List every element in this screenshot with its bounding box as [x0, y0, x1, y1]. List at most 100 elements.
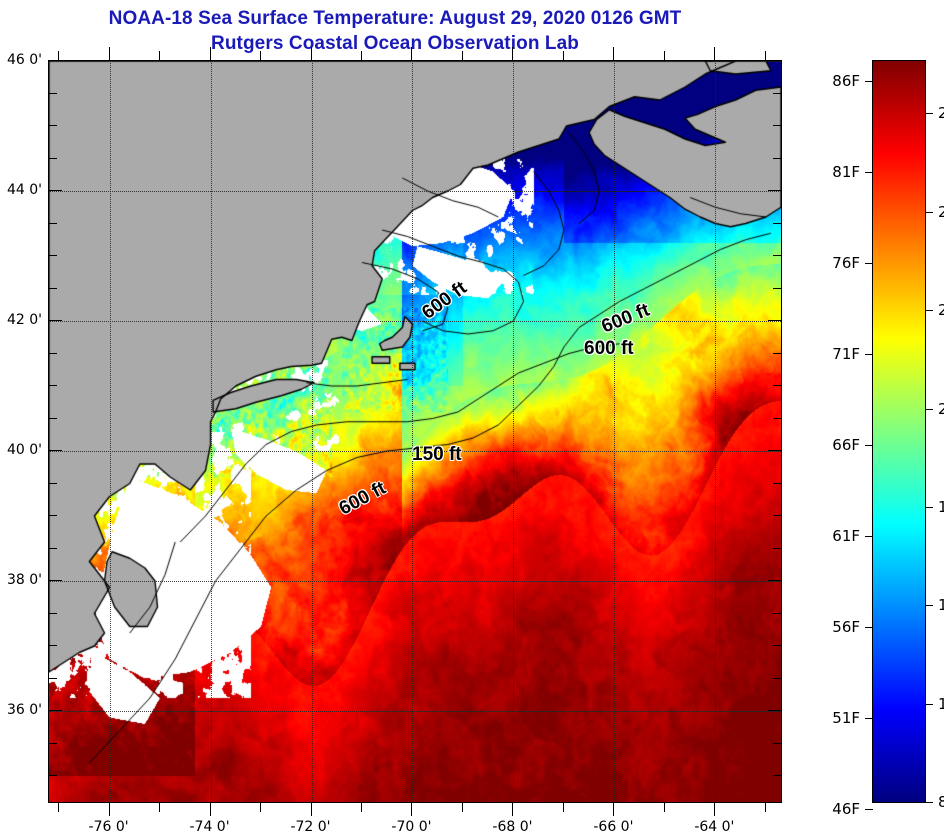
sst-map[interactable]: 600 ft 600 ft 600 ft 150 ft 600 ft: [48, 60, 782, 803]
tick-y-right: [773, 222, 782, 224]
tick-x-bottom: [613, 803, 615, 816]
tick-y-right: [768, 190, 782, 191]
tick-y-right: [773, 157, 782, 159]
tick-y-left: [48, 482, 57, 484]
tick-y-left: [48, 710, 62, 711]
gridline-vertical: [210, 61, 212, 802]
tick-y-right: [773, 612, 782, 614]
colorbar-tick-fahrenheit: [865, 536, 873, 538]
colorbar-tick-fahrenheit: [865, 718, 873, 720]
tick-y-right: [768, 580, 782, 581]
colorbar-tick-fahrenheit: [865, 809, 873, 811]
colorbar-tick-celsius: [925, 408, 933, 410]
tick-x-bottom: [159, 803, 161, 812]
colorbar-tick-fahrenheit: [865, 262, 873, 264]
tick-y-right: [768, 450, 782, 451]
tick-y-left: [48, 222, 57, 224]
tick-x-bottom: [663, 803, 665, 812]
tick-y-right: [773, 352, 782, 354]
tick-y-left: [48, 352, 57, 354]
colorbar-tick-fahrenheit: [865, 171, 873, 173]
tick-y-left: [48, 385, 57, 386]
gridline-horizontal: [49, 321, 781, 322]
colorbar-label-fahrenheit: 56F: [832, 618, 860, 637]
tick-y-left: [48, 255, 57, 256]
colorbar-label-fahrenheit: 81F: [832, 162, 860, 181]
tick-x-bottom: [310, 803, 312, 816]
gridline-horizontal: [49, 711, 781, 712]
depth-contour-label: 600 ft: [584, 338, 634, 359]
gridline-horizontal: [49, 191, 781, 192]
tick-y-right: [773, 287, 782, 289]
tick-y-left: [48, 417, 57, 419]
tick-x-top: [310, 47, 312, 60]
colorbar-label-celsius: 17C: [938, 497, 944, 516]
tick-x-bottom: [108, 803, 110, 816]
y-axis-label: 40 0': [6, 442, 42, 458]
gridline-vertical: [311, 61, 313, 802]
gridline-vertical: [513, 61, 515, 802]
tick-y-right: [773, 92, 782, 94]
colorbar-label-fahrenheit: 71F: [832, 344, 860, 363]
colorbar-label-fahrenheit: 66F: [832, 435, 860, 454]
colorbar-tick-fahrenheit: [865, 80, 873, 82]
colorbar-tick-celsius: [925, 506, 933, 508]
tick-y-left: [48, 645, 57, 646]
gridline-vertical: [412, 61, 414, 802]
colorbar-tick-fahrenheit: [865, 444, 873, 446]
tick-x-top: [58, 51, 60, 60]
tick-y-right: [773, 385, 782, 386]
tick-y-right: [773, 255, 782, 256]
tick-y-left: [48, 157, 57, 159]
colorbar-gradient: [873, 61, 925, 802]
tick-x-top: [562, 51, 564, 60]
title-block: NOAA-18 Sea Surface Temperature: August …: [0, 6, 790, 56]
colorbar-label-fahrenheit: 61F: [832, 527, 860, 546]
y-axis-label: 44 0': [6, 182, 42, 198]
gridline-vertical: [614, 61, 616, 802]
tick-y-left: [48, 60, 62, 61]
tick-y-right: [773, 547, 782, 549]
tick-y-left: [48, 580, 62, 581]
tick-y-right: [773, 742, 782, 744]
tick-y-right: [768, 60, 782, 61]
tick-y-left: [48, 775, 57, 776]
colorbar-tick-celsius: [925, 310, 933, 312]
tick-y-left: [48, 320, 62, 321]
y-axis-label: 38 0': [6, 572, 42, 588]
tick-x-bottom: [411, 803, 413, 816]
tick-y-right: [773, 645, 782, 646]
tick-x-bottom: [58, 803, 60, 812]
colorbar-tick-celsius: [925, 211, 933, 213]
colorbar-label-fahrenheit: 86F: [832, 71, 860, 90]
tick-x-bottom: [764, 803, 766, 812]
tick-y-left: [48, 92, 57, 94]
tick-x-top: [714, 47, 716, 60]
tick-x-top: [360, 51, 362, 60]
colorbar[interactable]: [865, 60, 933, 811]
tick-y-left: [48, 612, 57, 614]
y-axis-label: 42 0': [6, 312, 42, 328]
tick-x-top: [159, 51, 161, 60]
colorbar-label-celsius: 14C: [938, 596, 944, 615]
tick-y-left: [48, 190, 62, 191]
tick-x-bottom: [714, 803, 716, 816]
colorbar-label-celsius: 29C: [938, 104, 944, 123]
tick-x-top: [512, 47, 514, 60]
x-axis-label: -64 0': [694, 819, 735, 835]
colorbar-label-celsius: 26C: [938, 202, 944, 221]
tick-y-right: [773, 417, 782, 419]
colorbar-label-celsius: 20C: [938, 399, 944, 418]
y-axis-label: 36 0': [6, 702, 42, 718]
gridline-horizontal: [49, 61, 781, 62]
colorbar-tick-celsius: [925, 605, 933, 607]
tick-y-left: [48, 515, 57, 516]
tick-x-top: [613, 47, 615, 60]
depth-contour-label: 150 ft: [412, 444, 462, 465]
x-axis-label: -76 0': [88, 819, 129, 835]
gridline-horizontal: [49, 451, 781, 452]
tick-y-left: [48, 677, 57, 679]
tick-x-top: [663, 51, 665, 60]
tick-y-right: [768, 320, 782, 321]
gridline-vertical: [109, 61, 111, 802]
